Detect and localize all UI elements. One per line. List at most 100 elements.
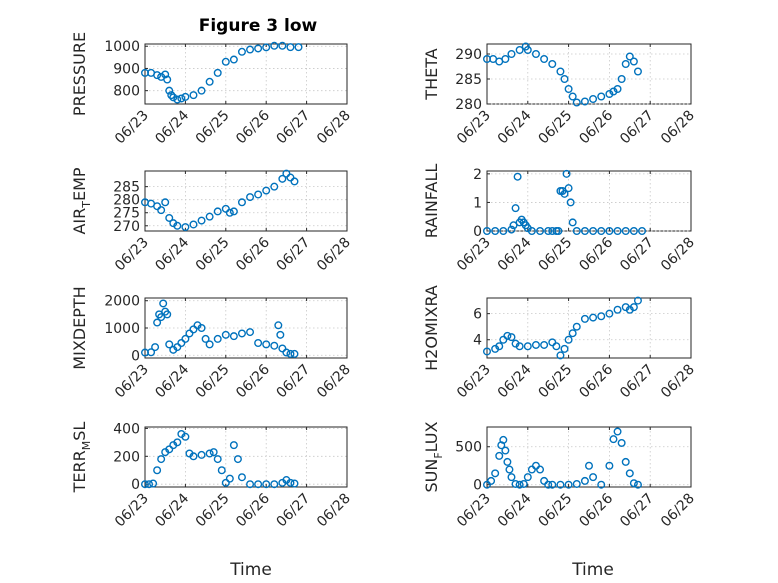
data-point <box>523 46 532 55</box>
x-tick-label: 06/28 <box>658 491 698 531</box>
x-tick-label: 06/23 <box>454 108 494 148</box>
data-point <box>523 342 532 351</box>
y-tick-label: 500 <box>455 440 482 456</box>
data-point <box>536 226 545 235</box>
subplot-4: 06/23 06/24 06/25 06/26 06/27 06/28 0 1 2 RAINFAL… <box>422 164 698 275</box>
data-point <box>580 97 589 106</box>
x-tick-label: 06/25 <box>193 491 233 531</box>
data-point <box>566 198 575 207</box>
data-point <box>613 305 622 314</box>
subplot-8: 06/23 06/24 06/25 06/26 06/27 06/28 0 500 SUNFLU… <box>422 421 698 580</box>
data-point <box>237 473 246 482</box>
x-tick-label: 06/26 <box>233 234 273 274</box>
x-tick-label: 06/26 <box>233 490 273 530</box>
data-point <box>225 474 234 483</box>
data-point <box>229 332 238 341</box>
data-point <box>585 461 594 470</box>
data-point <box>495 342 504 351</box>
y-tick-label: 0 <box>473 478 482 494</box>
y-tick-label: 0 <box>473 224 482 240</box>
data-point <box>221 330 230 339</box>
data-point <box>633 480 642 489</box>
data-point <box>483 226 492 235</box>
y-tick-label: 290 <box>455 47 482 63</box>
data-point <box>262 480 271 489</box>
data-point <box>177 339 186 348</box>
plot-area <box>144 170 348 232</box>
data-point <box>554 226 563 235</box>
y-tick-label: 800 <box>113 84 140 100</box>
data-point <box>278 344 287 353</box>
data-point <box>572 226 581 235</box>
data-point <box>503 457 512 466</box>
data-point <box>560 74 569 83</box>
y-tick-label: 0 <box>131 477 140 493</box>
x-tick-label: 06/28 <box>658 108 698 148</box>
x-tick-label: 06/24 <box>152 107 192 147</box>
data-point <box>597 480 606 489</box>
data-point <box>548 60 557 69</box>
data-point <box>163 310 172 319</box>
data-point <box>580 476 589 485</box>
data-point <box>513 172 522 181</box>
subplot-6: 06/23 06/24 06/25 06/26 06/27 06/28 4 6 H2OMIXRA <box>422 285 698 401</box>
data-point <box>613 84 622 93</box>
data-point <box>189 220 198 229</box>
data-point <box>483 347 492 356</box>
data-point <box>621 457 630 466</box>
x-tick-label: 06/27 <box>617 491 657 531</box>
x-tick-label: 06/23 <box>112 108 152 148</box>
x-tick-label: 06/27 <box>617 108 657 148</box>
data-point <box>246 193 255 202</box>
data-point <box>262 43 271 52</box>
data-point <box>286 43 295 52</box>
data-point <box>205 449 214 458</box>
x-tick-label: 06/25 <box>536 491 576 531</box>
x-tick-label: 06/26 <box>576 361 616 401</box>
data-point <box>153 318 162 327</box>
data-point <box>177 94 186 103</box>
data-point <box>580 226 589 235</box>
data-point <box>181 432 190 441</box>
data-point <box>229 207 238 216</box>
data-point <box>147 348 156 357</box>
data-point <box>501 446 510 455</box>
data-point <box>519 479 528 488</box>
data-point <box>629 57 638 66</box>
x-tick-label: 06/24 <box>152 490 192 530</box>
data-point <box>527 226 536 235</box>
data-point <box>495 451 504 460</box>
data-point <box>613 427 622 436</box>
data-point <box>515 480 524 489</box>
data-point <box>536 465 545 474</box>
data-point <box>589 313 598 322</box>
x-tick-label: 06/23 <box>112 235 152 275</box>
x-tick-label: 06/24 <box>495 490 535 530</box>
data-point <box>507 333 516 342</box>
y-axis-label: MIXDEPTH <box>70 286 89 369</box>
data-point <box>638 226 647 235</box>
data-point <box>605 89 614 98</box>
x-tick-label: 06/26 <box>233 361 273 401</box>
data-point <box>270 41 279 50</box>
data-point <box>609 435 618 444</box>
data-point <box>262 186 271 195</box>
x-tick-label: 06/23 <box>454 362 494 402</box>
data-point <box>625 52 634 61</box>
plot-area <box>486 297 692 359</box>
data-point <box>629 303 638 312</box>
x-tick-label: 06/23 <box>112 362 152 402</box>
data-point <box>515 46 524 55</box>
data-point <box>560 344 569 353</box>
data-point <box>511 479 520 488</box>
data-point <box>221 57 230 66</box>
data-point <box>531 340 540 349</box>
data-point <box>157 455 166 464</box>
y-axis-label: AIRTEMP <box>70 167 93 234</box>
x-tick-label: 06/25 <box>536 235 576 275</box>
data-point <box>562 169 571 178</box>
x-tick-label: 06/24 <box>152 361 192 401</box>
data-point <box>246 480 255 489</box>
data-point <box>617 438 626 447</box>
